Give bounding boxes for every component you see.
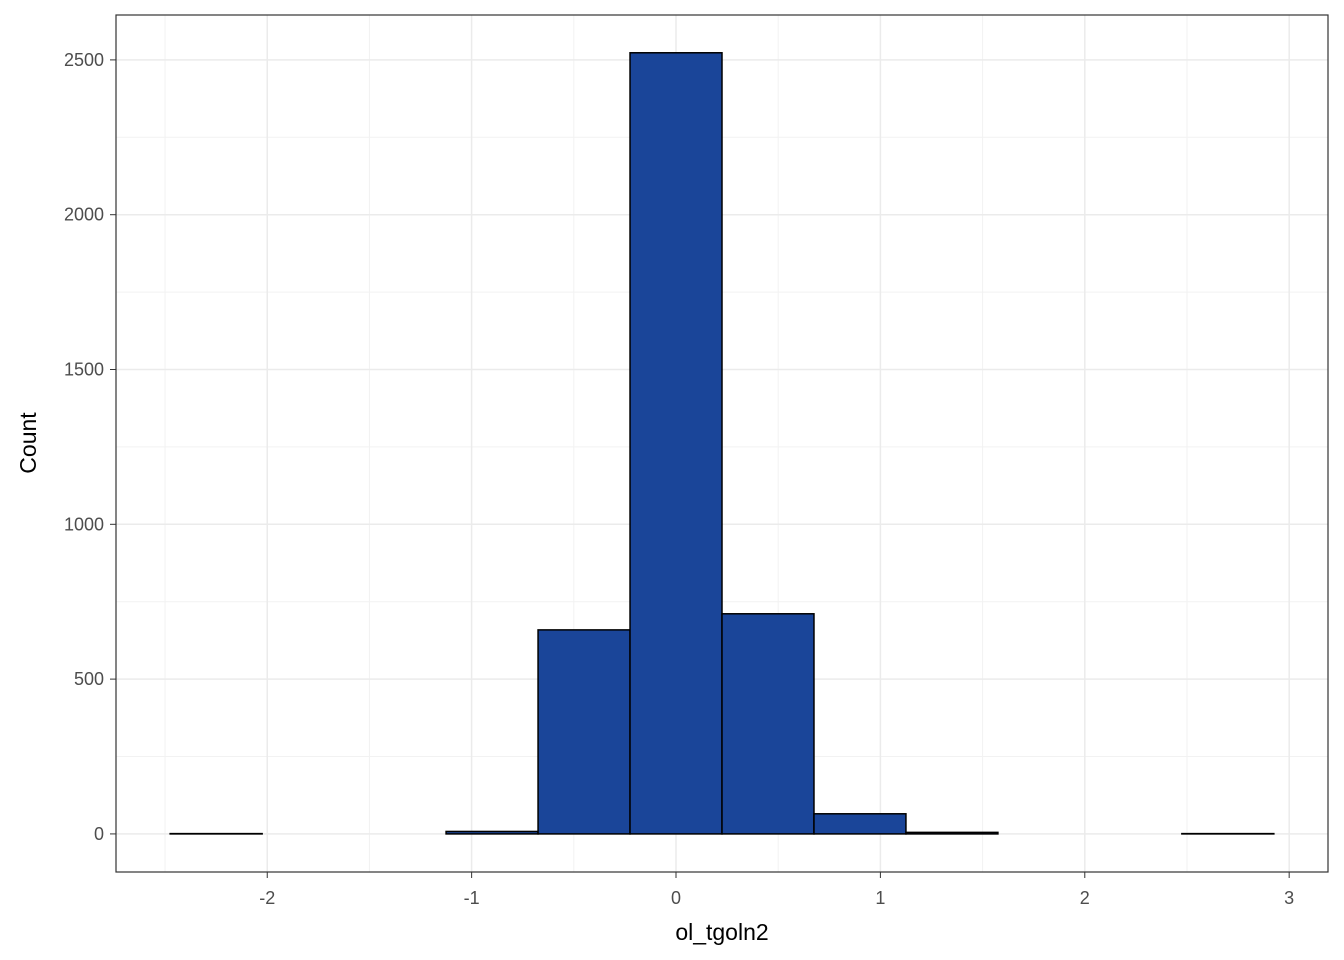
bar [445,830,539,835]
x-tick-label: 2 [1080,888,1090,908]
bar [813,813,907,835]
x-tick-label: 1 [875,888,885,908]
y-axis-title: Count [15,412,41,474]
x-tick-label: -2 [259,888,275,908]
panel-border [115,14,1329,873]
y-tick-label: 0 [94,824,104,844]
y-tick-label: 2000 [64,205,104,225]
y-tick-label: 1000 [64,514,104,534]
bar [905,831,999,835]
y-tick-label: 2500 [64,50,104,70]
bar [537,629,631,835]
x-axis-title: ol_tgoln2 [675,919,768,945]
x-tick-label: -1 [464,888,480,908]
x-tick-label: 3 [1284,888,1294,908]
y-tick-label: 1500 [64,360,104,380]
y-tick-label: 500 [74,669,104,689]
bar [629,52,723,835]
bar [721,613,815,835]
x-tick-label: 0 [671,888,681,908]
